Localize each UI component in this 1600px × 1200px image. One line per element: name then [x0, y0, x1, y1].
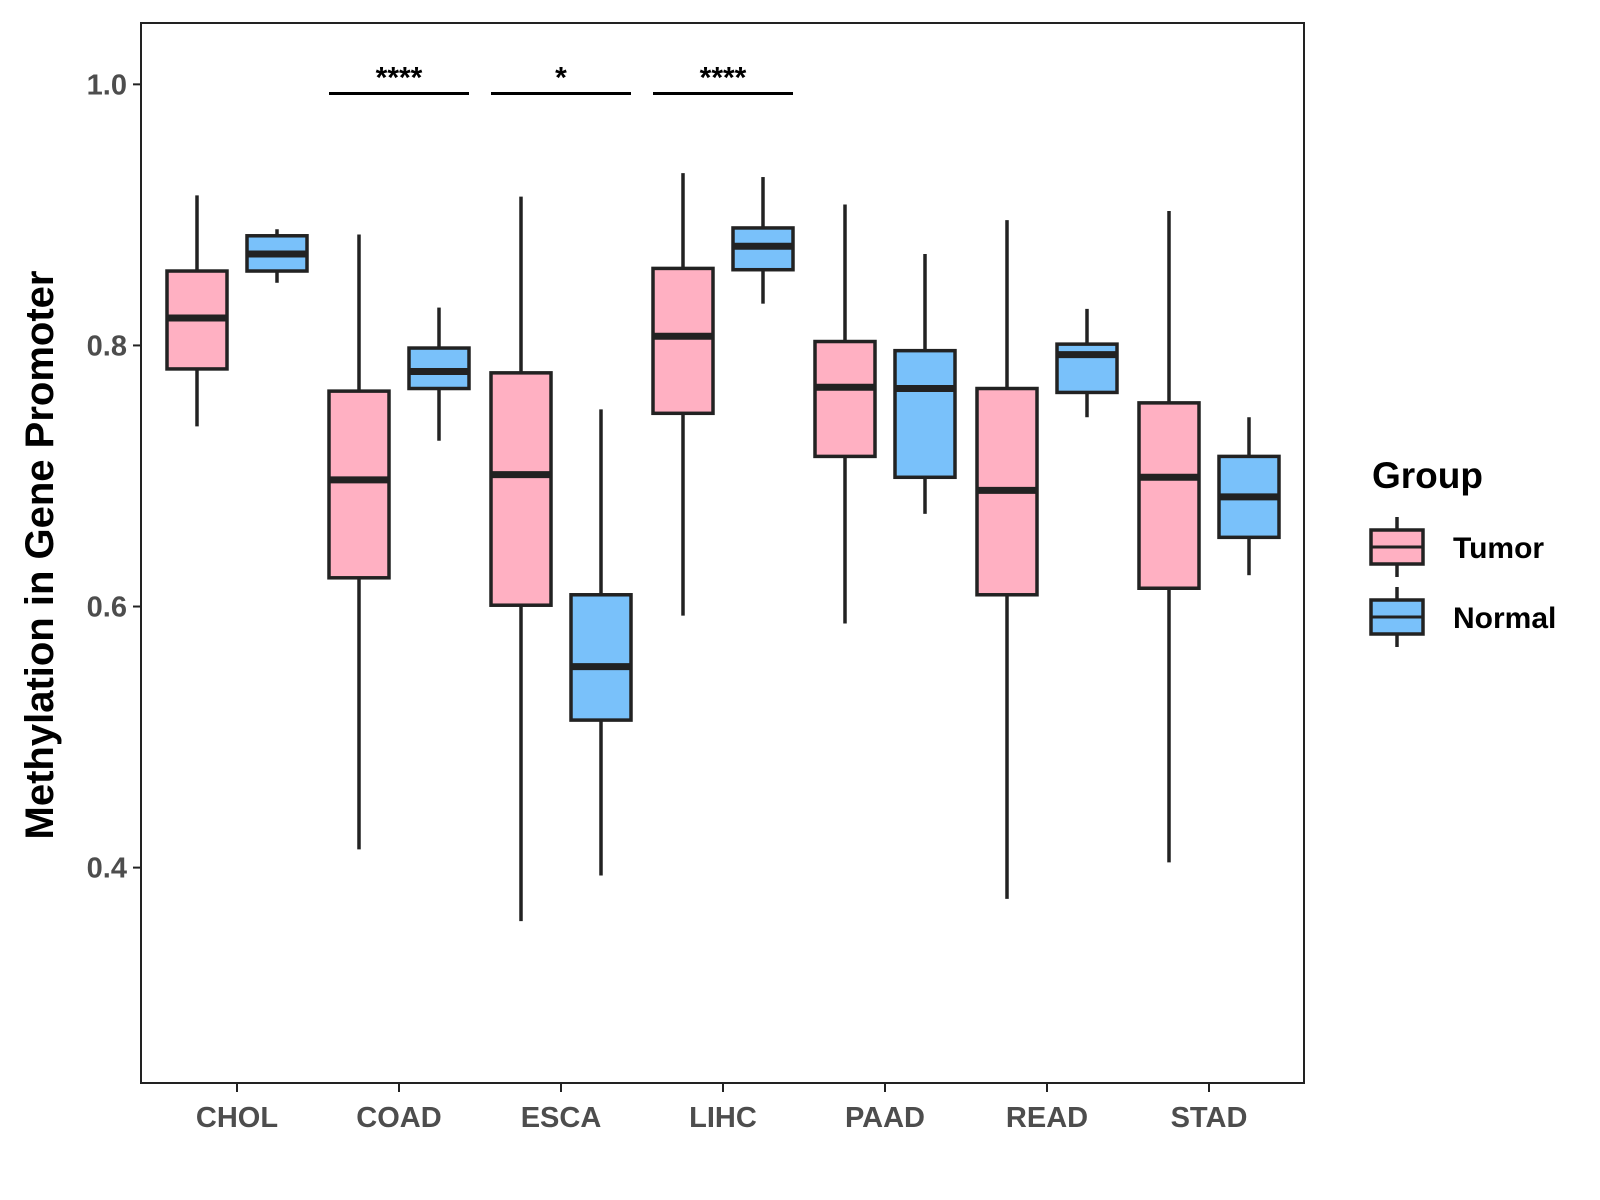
x-tick-label: ESCA [521, 1102, 602, 1134]
y-tick-label: 1.0 [87, 69, 127, 101]
box-normal-chol [245, 229, 309, 283]
box-tumor-coad [327, 234, 391, 850]
y-tick-label: 0.8 [87, 330, 127, 362]
box-normal-esca [569, 409, 633, 876]
box-body [569, 593, 633, 722]
x-tick-label: READ [1006, 1102, 1088, 1134]
significance-label: **** [376, 61, 423, 94]
y-axis: 0.4 0.6 0.8 1.0 [87, 69, 141, 885]
box-tumor-read [975, 220, 1039, 899]
box-normal-coad [407, 307, 471, 441]
x-tick-label: COAD [356, 1102, 441, 1134]
box-normal-lihc [731, 177, 795, 304]
legend-key-tumor [1369, 517, 1425, 577]
box-body [489, 371, 553, 607]
legend-title: Group [1372, 455, 1483, 496]
legend-label-tumor: Tumor [1453, 532, 1544, 565]
box-normal-stad [1217, 417, 1281, 576]
y-axis-title: Methylation in Gene Promoter [18, 271, 62, 840]
boxes-layer [165, 173, 1281, 922]
y-tick-label: 0.6 [87, 592, 127, 624]
legend-label-normal: Normal [1453, 602, 1556, 635]
legend-key-normal [1369, 587, 1425, 647]
significance-label: **** [700, 61, 747, 94]
y-tick-label: 0.4 [87, 853, 127, 885]
x-tick-label: PAAD [845, 1102, 925, 1134]
x-tick-label: LIHC [689, 1102, 757, 1134]
box-tumor-paad [813, 204, 877, 624]
x-tick-label: STAD [1171, 1102, 1248, 1134]
box-body [1137, 401, 1201, 590]
box-normal-read [1055, 308, 1119, 418]
box-tumor-chol [165, 195, 229, 427]
significance-label: * [555, 61, 567, 94]
legend: Group Tumor Normal [1369, 455, 1556, 647]
box-body [813, 339, 877, 459]
box-normal-paad [893, 254, 957, 514]
box-tumor-lihc [651, 173, 715, 616]
box-tumor-stad [1137, 210, 1201, 863]
x-axis: CHOL COAD ESCA LIHC PAAD READ STAD [196, 1083, 1247, 1134]
x-tick-label: CHOL [196, 1102, 278, 1134]
significance-annotations: **** * **** [329, 61, 793, 95]
box-body [651, 266, 715, 416]
box-tumor-esca [489, 196, 553, 922]
box-body [327, 389, 391, 580]
plot-panel [140, 22, 1305, 1084]
box-body [893, 348, 957, 480]
